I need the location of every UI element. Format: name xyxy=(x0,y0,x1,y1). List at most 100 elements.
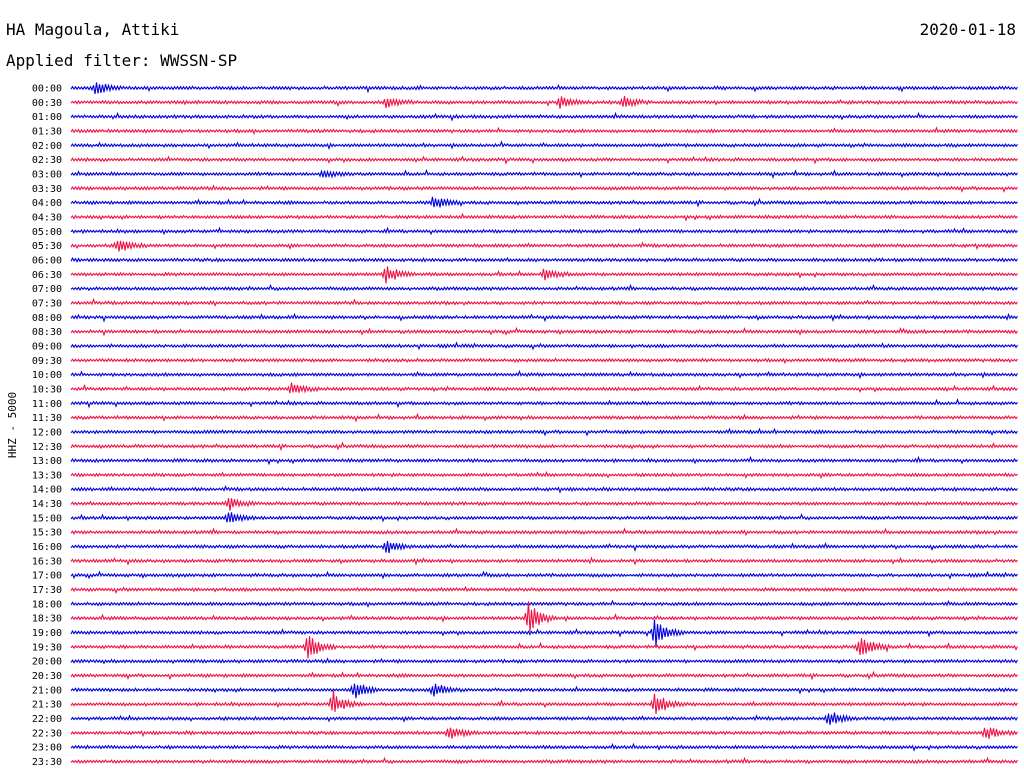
trace-row-1430 xyxy=(70,498,1018,511)
trace-row-1500 xyxy=(70,512,1018,523)
row-time-label: 01:30 xyxy=(32,126,62,137)
row-time-label: 13:30 xyxy=(32,470,62,481)
trace-row-1300 xyxy=(70,455,1018,466)
row-time-label: 10:00 xyxy=(32,370,62,381)
row-time-label: 07:30 xyxy=(32,298,62,309)
row-time-label: 09:00 xyxy=(32,341,62,352)
row-time-label: 12:30 xyxy=(32,442,62,453)
row-time-label: 01:00 xyxy=(32,112,62,123)
row-time-label: 12:00 xyxy=(32,427,62,438)
trace-row-2000 xyxy=(70,657,1018,665)
row-time-label: 17:30 xyxy=(32,585,62,596)
row-time-label: 16:30 xyxy=(32,556,62,567)
trace-row-0000 xyxy=(70,82,1018,94)
row-time-label: 21:30 xyxy=(32,700,62,711)
row-time-label: 08:00 xyxy=(32,313,62,324)
row-time-label: 18:00 xyxy=(32,599,62,610)
trace-row-1100 xyxy=(70,398,1018,409)
trace-row-2330 xyxy=(70,756,1018,765)
row-time-label: 03:30 xyxy=(32,184,62,195)
row-time-label: 20:30 xyxy=(32,671,62,682)
row-time-label: 16:00 xyxy=(32,542,62,553)
trace-row-0830 xyxy=(70,326,1018,337)
row-time-label: 10:30 xyxy=(32,384,62,395)
row-time-label: 23:00 xyxy=(32,743,62,754)
row-time-label: 14:30 xyxy=(32,499,62,510)
trace-row-0200 xyxy=(70,140,1018,151)
trace-row-1800 xyxy=(70,599,1018,608)
trace-row-0530 xyxy=(70,240,1018,252)
trace-row-1900 xyxy=(70,619,1018,647)
trace-row-1400 xyxy=(70,485,1018,494)
row-time-label: 08:30 xyxy=(32,327,62,338)
trace-row-0400 xyxy=(70,196,1018,208)
trace-row-0630 xyxy=(70,266,1018,284)
trace-row-2030 xyxy=(70,670,1018,681)
row-time-label: 13:00 xyxy=(32,456,62,467)
trace-row-1230 xyxy=(70,441,1018,452)
trace-row-0130 xyxy=(70,126,1018,135)
row-time-label: 11:30 xyxy=(32,413,62,424)
row-time-label: 22:00 xyxy=(32,714,62,725)
trace-row-1930 xyxy=(70,636,1018,659)
trace-row-0900 xyxy=(70,341,1018,351)
trace-row-2230 xyxy=(70,727,1018,739)
trace-row-1630 xyxy=(70,556,1018,566)
row-time-label: 09:30 xyxy=(32,356,62,367)
row-time-label: 06:30 xyxy=(32,270,62,281)
trace-row-2130 xyxy=(70,690,1018,714)
trace-row-1730 xyxy=(70,585,1018,595)
trace-row-0730 xyxy=(70,297,1018,307)
trace-rows xyxy=(70,82,1018,765)
trace-row-0930 xyxy=(70,357,1018,365)
trace-row-1530 xyxy=(70,527,1018,537)
row-time-label: 00:30 xyxy=(32,98,62,109)
trace-row-0430 xyxy=(70,212,1018,222)
row-time-label: 21:00 xyxy=(32,685,62,696)
row-time-label: 05:00 xyxy=(32,227,62,238)
trace-row-1030 xyxy=(70,382,1018,394)
trace-row-1200 xyxy=(70,427,1018,437)
row-time-label: 04:30 xyxy=(32,212,62,223)
trace-row-1330 xyxy=(70,470,1018,480)
y-axis-label: HHZ - 5000 xyxy=(6,392,19,458)
trace-row-0600 xyxy=(70,256,1018,263)
row-time-label: 11:00 xyxy=(32,399,62,410)
trace-row-2300 xyxy=(70,742,1018,752)
row-time-label: 18:30 xyxy=(32,614,62,625)
row-time-label: 19:00 xyxy=(32,628,62,639)
date-label: 2020-01-18 xyxy=(919,20,1016,39)
row-time-label: 00:00 xyxy=(32,84,62,95)
trace-row-0800 xyxy=(70,312,1018,323)
trace-row-0030 xyxy=(70,95,1018,109)
row-time-label: 19:30 xyxy=(32,642,62,653)
trace-row-2200 xyxy=(70,712,1018,725)
trace-row-1700 xyxy=(70,570,1018,580)
row-time-label: 23:30 xyxy=(32,757,62,768)
trace-row-1600 xyxy=(70,540,1018,554)
filter-label: Applied filter: WWSSN-SP xyxy=(6,51,238,70)
row-time-label: 03:00 xyxy=(32,169,62,180)
row-time-label: 05:30 xyxy=(32,241,62,252)
trace-row-0700 xyxy=(70,283,1018,292)
trace-row-1000 xyxy=(70,369,1018,380)
row-time-label: 15:00 xyxy=(32,513,62,524)
trace-row-2100 xyxy=(70,683,1018,699)
row-time-label: 06:00 xyxy=(32,255,62,266)
trace-row-0230 xyxy=(70,155,1018,165)
row-time-label: 14:00 xyxy=(32,485,62,496)
row-time-labels: 00:00 00:30 01:00 01:30 02:00 02:30 03:00 03:30… xyxy=(32,84,62,769)
row-time-label: 22:30 xyxy=(32,728,62,739)
row-time-label: 02:00 xyxy=(32,141,62,152)
row-time-label: 07:00 xyxy=(32,284,62,295)
row-time-label: 15:30 xyxy=(32,528,62,539)
row-time-label: 17:00 xyxy=(32,571,62,582)
row-time-label: 02:30 xyxy=(32,155,62,166)
trace-row-0100 xyxy=(70,111,1018,122)
trace-row-0300 xyxy=(70,168,1018,179)
row-time-label: 20:00 xyxy=(32,657,62,668)
trace-row-0330 xyxy=(70,184,1018,193)
row-time-label: 04:00 xyxy=(32,198,62,209)
trace-row-1130 xyxy=(70,412,1018,423)
